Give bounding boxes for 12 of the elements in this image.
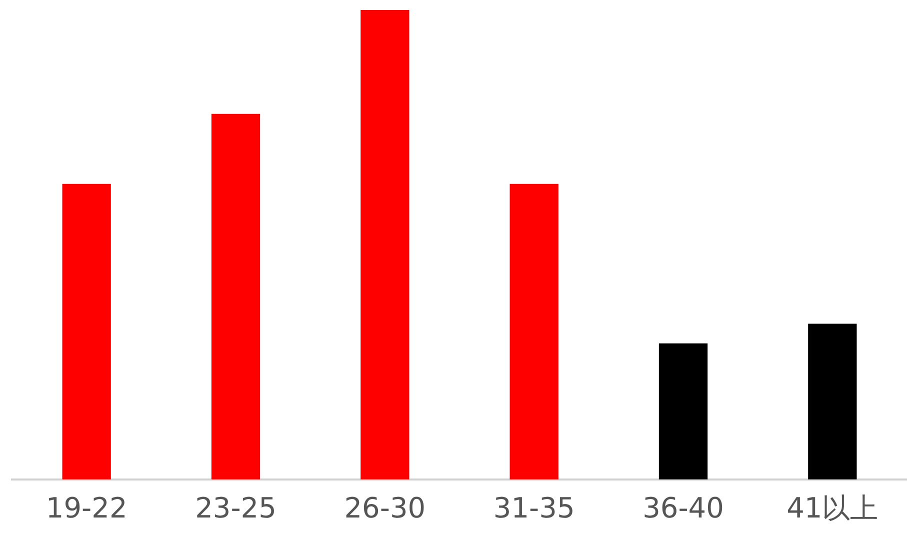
bar [510,184,558,480]
bar [211,114,260,480]
x-tick-label: 26-30 [344,491,426,524]
x-tick-label: 19-22 [46,491,128,524]
bar [62,184,111,480]
bar [808,324,857,480]
bar [360,10,410,480]
x-tick-label: 41以上 [786,491,878,524]
x-tick-label: 23-25 [195,491,276,524]
x-tick-label: 31-35 [493,491,575,524]
x-tick-label: 36-40 [642,491,724,524]
bar [658,343,708,480]
